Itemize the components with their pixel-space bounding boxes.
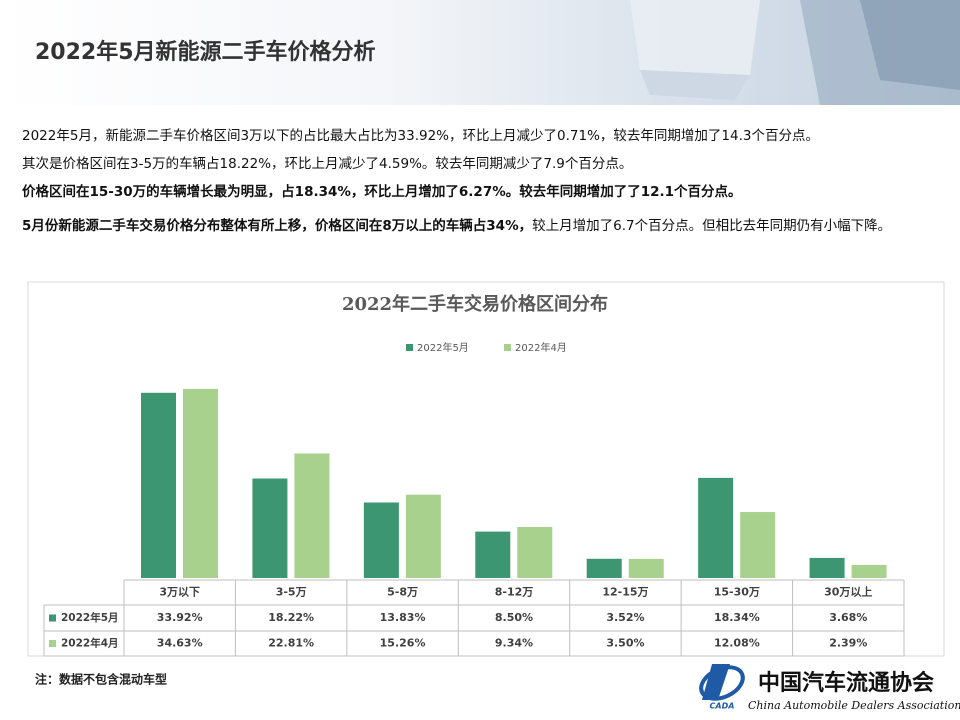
x-tick-label: 3-5万 (276, 586, 307, 599)
bar (809, 557, 845, 578)
text-run: 其次是价格区间在3-5万的车辆占18.22%，环比上月减少了4.59%。较去年同… (22, 156, 633, 172)
page-title: 2022年5月新能源二手车价格分析 (35, 40, 376, 65)
x-tick-label: 8-12万 (495, 586, 534, 599)
legend-swatch (504, 344, 511, 351)
text-run: 2022年5月，新能源二手车价格区间3万以下的占比最大占比为33.92%，环比上… (22, 128, 819, 144)
table-value: 2.39% (829, 637, 867, 650)
text-run: 价格区间在15-30万的车辆增长最为明显，占18.34%，环比上月增加了6.27… (22, 184, 742, 200)
table-value: 22.81% (268, 637, 314, 650)
paragraph: 其次是价格区间在3-5万的车辆占18.22%，环比上月减少了4.59%。较去年同… (22, 152, 632, 172)
header-art (630, 0, 960, 105)
bar (851, 564, 887, 578)
table-value: 12.08% (714, 637, 760, 650)
chart-title: 2022年二手车交易价格区间分布 (342, 293, 608, 315)
legend-swatch (406, 344, 413, 351)
table-value: 18.22% (268, 611, 314, 624)
logo-abbr: CADA (710, 702, 735, 711)
table-row-label: 2022年4月 (61, 637, 119, 650)
table-value: 3.50% (606, 637, 644, 650)
bar (740, 512, 776, 578)
table-value: 9.34% (495, 637, 533, 650)
table-value: 34.63% (157, 637, 203, 650)
note: 注：数据不包含混动车型 (35, 672, 167, 687)
table-value: 3.52% (606, 611, 644, 624)
text-run: 5月份新能源二手车交易价格分布整体有所上移，价格区间在8万以上的车辆占34%， (22, 218, 533, 234)
chart-frame (27, 281, 945, 657)
bar (698, 477, 734, 578)
x-tick-label: 3万以下 (159, 586, 200, 599)
bar (363, 502, 399, 578)
table-value: 18.34% (714, 611, 760, 624)
bar (586, 558, 622, 578)
bar (628, 558, 664, 578)
legend-key (49, 640, 56, 647)
legend-label: 2022年4月 (515, 341, 567, 354)
table-value: 3.68% (829, 611, 867, 624)
x-tick-label: 5-8万 (387, 586, 418, 599)
bar (183, 388, 218, 578)
paragraph: 2022年5月，新能源二手车价格区间3万以下的占比最大占比为33.92%，环比上… (22, 124, 819, 144)
logo-name-cn: 中国汽车流通协会 (758, 670, 934, 696)
logo: CADA 中国汽车流通协会 China Automobile Dealers A… (699, 664, 960, 712)
legend-key (49, 614, 56, 622)
text-run: 较上月增加了6.7个百分点。但相比去年同期仍有小幅下降。 (532, 218, 892, 234)
logo-name-en: China Automobile Dealers Association (748, 699, 960, 712)
x-tick-label: 30万以上 (824, 585, 872, 599)
bar (141, 392, 176, 578)
table-value: 33.92% (157, 611, 203, 624)
legend-label: 2022年5月 (417, 341, 469, 354)
bar (475, 531, 511, 578)
bar (252, 478, 288, 578)
table-value: 13.83% (380, 611, 426, 624)
table-value: 8.50% (495, 611, 533, 624)
bar (517, 527, 553, 578)
header-banner: 2022年5月新能源二手车价格分析 (0, 0, 960, 105)
x-tick-label: 12-15万 (602, 586, 648, 599)
paragraph: 5月份新能源二手车交易价格分布整体有所上移，价格区间在8万以上的车辆占34%，较… (22, 206, 947, 247)
paragraph: 价格区间在15-30万的车辆增长最为明显，占18.34%，环比上月增加了6.27… (22, 180, 742, 200)
bar (294, 453, 330, 578)
table-value: 15.26% (380, 637, 426, 650)
table-row-label: 2022年5月 (61, 611, 119, 624)
x-tick-label: 15-30万 (714, 586, 760, 599)
bar (405, 494, 441, 578)
